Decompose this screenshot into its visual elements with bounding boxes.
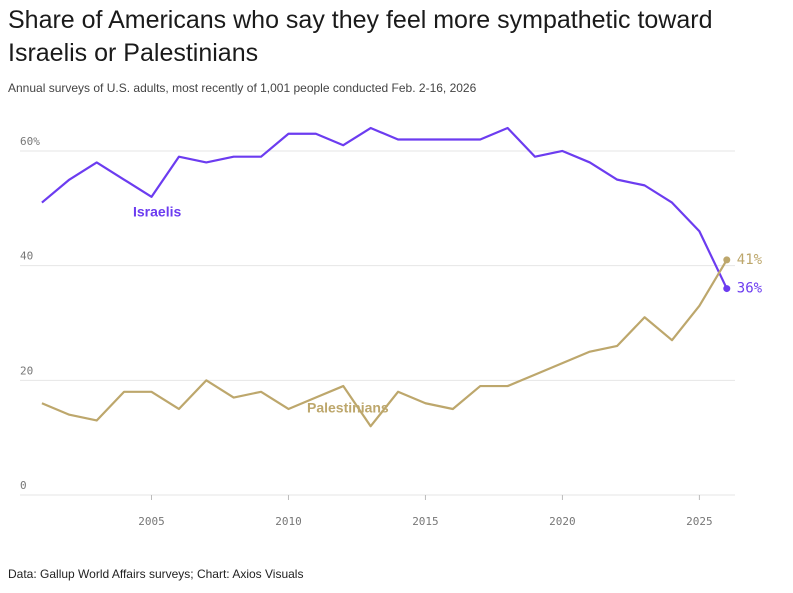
x-tick-label: 2015 xyxy=(412,515,439,528)
x-tick-label: 2005 xyxy=(138,515,165,528)
x-tick-label: 2025 xyxy=(686,515,713,528)
value-label: 36% xyxy=(737,281,763,297)
x-tick-label: 2020 xyxy=(549,515,576,528)
series-label: Israelis xyxy=(133,204,181,220)
value-label: 41% xyxy=(737,252,763,268)
y-tick-label: 0 xyxy=(20,479,27,492)
end-point xyxy=(723,256,731,264)
y-tick-label: 60% xyxy=(20,135,40,148)
x-tick-label: 2010 xyxy=(275,515,302,528)
y-tick-label: 40 xyxy=(20,250,33,263)
series-line xyxy=(41,126,728,290)
chart-title: Share of Americans who say they feel mor… xyxy=(8,6,713,67)
chart-source: Data: Gallup World Affairs surveys; Char… xyxy=(8,567,304,581)
end-point xyxy=(723,285,731,293)
series-line xyxy=(41,259,728,428)
y-tick-label: 20 xyxy=(20,364,33,377)
series-label: Palestinians xyxy=(307,400,389,416)
chart-subtitle: Annual surveys of U.S. adults, most rece… xyxy=(8,81,477,95)
